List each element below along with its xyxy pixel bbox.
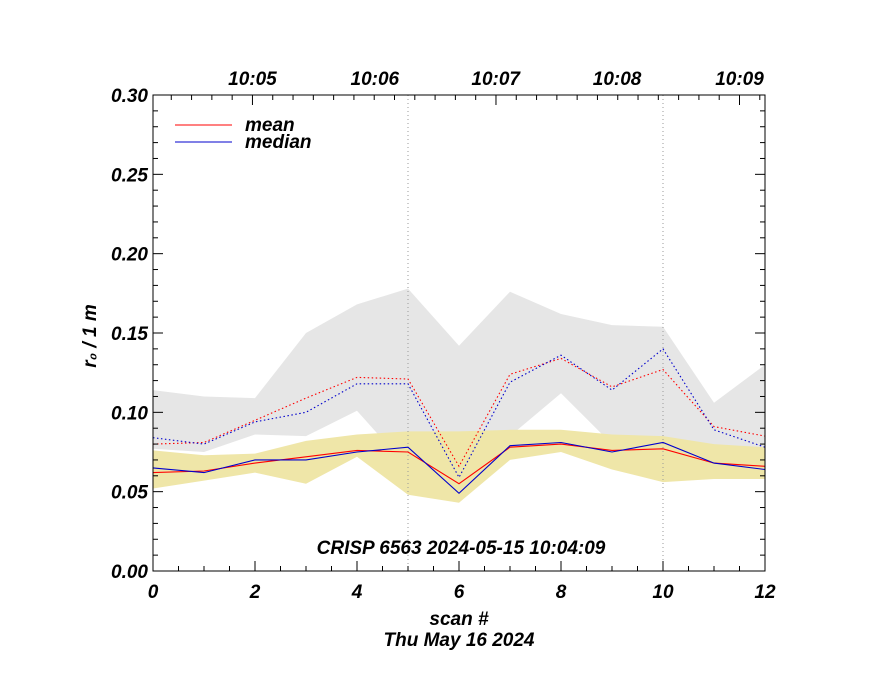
top-time-label-4: 10:09 (715, 69, 764, 90)
top-time-label-3: 10:08 (593, 69, 642, 90)
top-time-label-1: 10:06 (351, 69, 400, 90)
chart-annotation: CRISP 6563 2024-05-15 10:04:09 (317, 538, 606, 559)
y-tick-label-2: 0.10 (111, 403, 148, 424)
x-axis-date: Thu May 16 2024 (383, 630, 534, 651)
vertical-markers (407, 95, 664, 571)
legend-mean-label: mean (245, 115, 295, 136)
top-time-label-2: 10:07 (471, 69, 521, 90)
series-line-1 (152, 441, 766, 495)
top-time-label-0: 10:05 (228, 69, 277, 90)
series-line-0 (152, 443, 766, 485)
x-tick-label-6: 12 (754, 582, 776, 603)
legend: mean median (175, 115, 312, 153)
y-tick-label-5: 0.25 (111, 165, 148, 186)
y-tick-label-6: 0.30 (111, 86, 148, 107)
x-tick-label-1: 2 (249, 582, 261, 603)
x-tick-label-2: 4 (351, 582, 363, 603)
x-tick-label-5: 10 (652, 582, 674, 603)
legend-median-label: median (245, 132, 312, 153)
axis-ticks (152, 94, 766, 572)
y-tick-label-3: 0.15 (111, 324, 148, 345)
tick-labels: 0 2 4 6 8 10 12 0.00 0.05 0.10 0.15 0.20 0.25 0.30 10:… (111, 69, 776, 603)
y-tick-label-0: 0.00 (111, 562, 148, 583)
series-line-2 (152, 357, 766, 468)
y-tick-label-1: 0.05 (111, 483, 148, 504)
y-tick-label-4: 0.20 (111, 245, 148, 266)
x-axis-title: scan # (429, 609, 489, 630)
range-bands (153, 288, 765, 503)
y-axis-title: r₀ / 1 m (80, 304, 101, 368)
x-tick-label-4: 8 (556, 582, 567, 603)
series-line-3 (152, 348, 766, 479)
x-tick-label-3: 6 (454, 582, 465, 603)
series-lines (152, 348, 766, 495)
x-tick-label-0: 0 (148, 582, 159, 603)
